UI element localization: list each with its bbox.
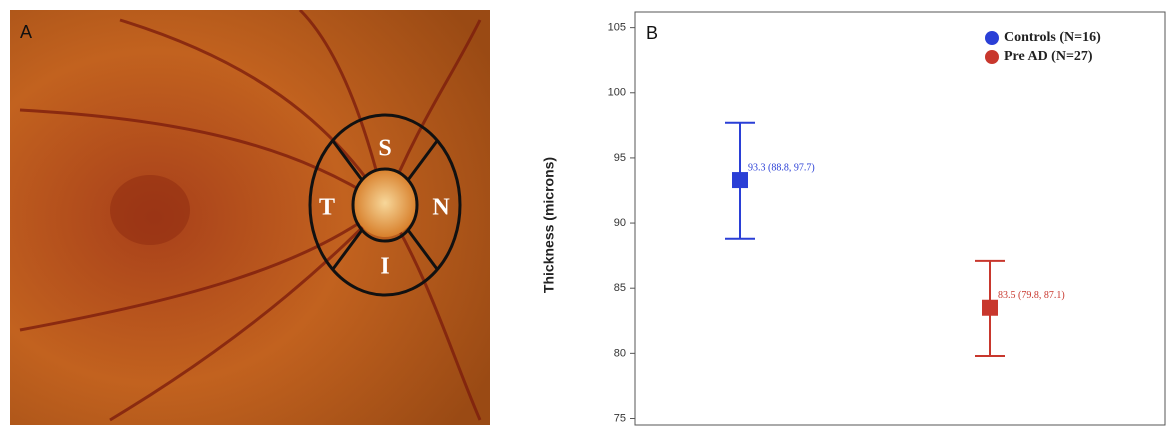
value-label: 83.5 (79.8, 87.1) bbox=[998, 290, 1065, 301]
figure: A S T N I B Thickness (microns) 75 80 85 90… bbox=[0, 0, 1173, 431]
legend-swatch bbox=[985, 50, 999, 64]
y-tick-label: 100 bbox=[608, 87, 626, 99]
panel-label: B bbox=[646, 23, 658, 43]
plot-frame bbox=[635, 12, 1165, 425]
legend-label: Pre AD (N=27) bbox=[1004, 49, 1093, 64]
y-tick-label: 90 bbox=[614, 217, 626, 229]
y-tick-label: 105 bbox=[608, 22, 626, 34]
y-tick-label: 95 bbox=[614, 152, 626, 164]
value-label: 93.3 (88.8, 97.7) bbox=[748, 162, 815, 173]
y-tick-label: 80 bbox=[614, 347, 626, 359]
legend-label: Controls (N=16) bbox=[1004, 30, 1101, 45]
sector-label: I bbox=[380, 254, 389, 280]
panel-label: A bbox=[20, 22, 32, 42]
sector-label: T bbox=[319, 195, 335, 221]
legend-swatch bbox=[985, 31, 999, 45]
fundus-photo bbox=[10, 10, 490, 425]
sector-label: S bbox=[378, 136, 391, 162]
y-tick-label: 85 bbox=[614, 282, 626, 294]
mean-marker bbox=[982, 300, 998, 316]
y-axis-title: Thickness (microns) bbox=[541, 157, 557, 293]
mean-marker bbox=[732, 172, 748, 188]
y-tick-label: 75 bbox=[614, 412, 626, 424]
sector-label: N bbox=[432, 195, 450, 221]
